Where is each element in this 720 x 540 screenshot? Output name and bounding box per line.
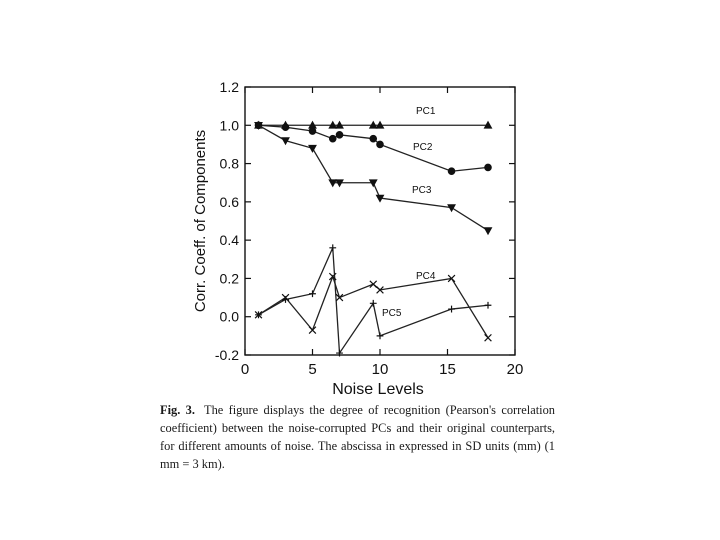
x-tick-label: 15 bbox=[439, 361, 456, 378]
data-point-pc5 bbox=[484, 333, 492, 342]
data-point-pc3 bbox=[281, 137, 290, 146]
y-tick-label: 0.4 bbox=[220, 232, 240, 248]
series-line-pc5 bbox=[258, 274, 489, 339]
data-point-pc1 bbox=[335, 120, 344, 129]
line-chart: -0.2 0.0 0.2 0.4 0.6 0.8 1.0 1.2 0 5 10 15 20 Corr. … bbox=[192, 79, 523, 398]
data-point-pc2 bbox=[447, 167, 456, 176]
series-label-pc4: PC4 bbox=[416, 271, 436, 282]
x-tick-label: 20 bbox=[507, 361, 524, 378]
y-tick-label: -0.2 bbox=[215, 347, 239, 363]
chart-axes: -0.2 0.0 0.2 0.4 0.6 0.8 1.0 1.2 0 5 10 15 20 bbox=[215, 79, 523, 378]
data-point-pc2 bbox=[369, 134, 378, 143]
x-tick-label: 10 bbox=[372, 361, 389, 378]
figure-caption: Fig. 3. The figure displays the degree o… bbox=[160, 401, 555, 473]
data-point-pc2 bbox=[376, 140, 384, 149]
data-point-pc3 bbox=[375, 194, 385, 203]
data-point-pc1 bbox=[308, 120, 317, 129]
figure-caption-text: The figure displays the degree of recogn… bbox=[160, 403, 555, 471]
data-point-pc1 bbox=[375, 120, 385, 129]
data-point-pc5 bbox=[254, 310, 263, 319]
data-point-pc3 bbox=[368, 179, 378, 188]
y-tick-label: 1.0 bbox=[220, 117, 240, 133]
data-point-pc2 bbox=[281, 123, 290, 132]
data-point-pc5 bbox=[281, 293, 290, 302]
chart-series bbox=[254, 120, 493, 357]
data-point-pc3 bbox=[335, 179, 344, 188]
series-pc2 bbox=[254, 121, 492, 176]
data-point-pc4 bbox=[448, 305, 455, 313]
x-tick-label: 5 bbox=[308, 361, 316, 378]
y-tick-label: 0.6 bbox=[220, 194, 240, 210]
chart-labels: Corr. Coeff. of Components Noise Levels … bbox=[192, 106, 436, 398]
data-point-pc4 bbox=[336, 349, 343, 357]
data-point-pc5 bbox=[376, 286, 384, 294]
series-pc3 bbox=[254, 121, 493, 236]
series-pc5 bbox=[254, 272, 492, 342]
data-point-pc4 bbox=[376, 332, 384, 340]
series-label-pc3: PC3 bbox=[412, 185, 432, 196]
y-tick-label: 1.2 bbox=[220, 79, 240, 95]
x-tick-label: 0 bbox=[241, 361, 249, 378]
data-point-pc3 bbox=[483, 227, 493, 236]
figure-label: Fig. 3. bbox=[160, 403, 195, 417]
data-point-pc3 bbox=[308, 144, 317, 153]
y-axis-label: Corr. Coeff. of Components bbox=[192, 130, 209, 312]
data-point-pc4 bbox=[484, 301, 492, 309]
data-point-pc2 bbox=[484, 163, 492, 172]
data-point-pc4 bbox=[309, 290, 316, 298]
data-point-pc4 bbox=[329, 244, 337, 252]
y-tick-label: 0.8 bbox=[220, 156, 240, 172]
data-point-pc3 bbox=[447, 204, 456, 213]
data-point-pc2 bbox=[328, 134, 337, 143]
x-axis-label: Noise Levels bbox=[332, 381, 424, 398]
data-point-pc3 bbox=[328, 179, 338, 188]
data-point-pc1 bbox=[328, 120, 338, 129]
y-tick-label: 0.2 bbox=[220, 270, 240, 286]
series-pc4 bbox=[255, 244, 492, 357]
data-point-pc2 bbox=[335, 131, 344, 139]
data-point-pc5 bbox=[328, 272, 337, 281]
series-label-pc5: PC5 bbox=[382, 308, 402, 319]
series-label-pc1: PC1 bbox=[416, 106, 436, 117]
data-point-pc1 bbox=[368, 120, 378, 129]
data-point-pc4 bbox=[369, 299, 377, 307]
y-tick-label: 0.0 bbox=[220, 309, 240, 325]
data-point-pc5 bbox=[447, 274, 456, 283]
series-label-pc2: PC2 bbox=[413, 142, 433, 153]
series-line-pc2 bbox=[258, 124, 489, 172]
data-point-pc5 bbox=[308, 326, 317, 334]
data-point-pc1 bbox=[483, 120, 493, 129]
data-point-pc3 bbox=[254, 121, 263, 130]
series-pc1 bbox=[254, 120, 493, 129]
data-point-pc5 bbox=[335, 293, 344, 302]
data-point-pc5 bbox=[369, 280, 378, 288]
data-point-pc2 bbox=[308, 127, 317, 135]
